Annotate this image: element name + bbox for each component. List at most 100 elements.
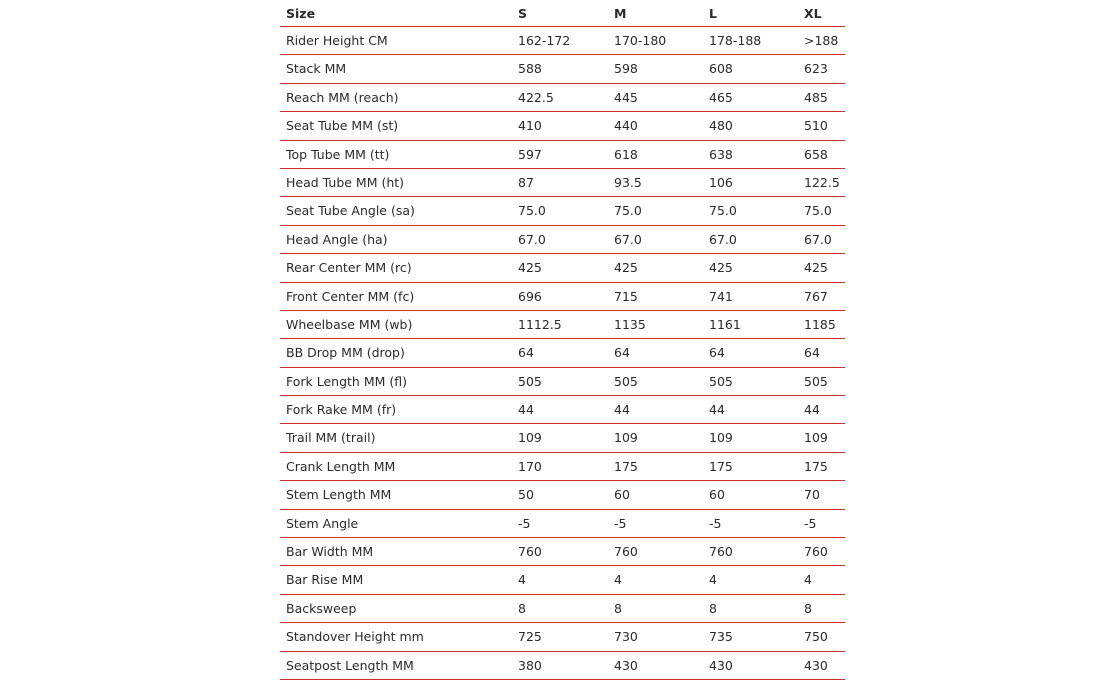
- table-cell: 430: [614, 657, 638, 673]
- table-cell: 715: [614, 288, 638, 304]
- table-row: Rear Center MM (rc) 425 425 425 425: [280, 254, 845, 283]
- table-row: Stem Angle -5 -5 -5 -5: [280, 510, 845, 539]
- table-cell: 1112.5: [518, 316, 562, 332]
- header-cell: XL: [804, 6, 822, 21]
- table-cell-label: Rear Center MM (rc): [286, 260, 412, 276]
- table-cell: 109: [614, 430, 638, 446]
- table-cell-label: Fork Length MM (fl): [286, 373, 408, 389]
- table-cell-label: Backsweep: [286, 600, 357, 616]
- table-cell: 170-180: [614, 33, 667, 48]
- table-cell: 109: [804, 430, 828, 446]
- table-row: Bar Width MM 760 760 760 760: [280, 538, 845, 567]
- table-cell: 64: [614, 345, 630, 361]
- table-row: Wheelbase MM (wb) 1112.5 1135 1161 1185: [280, 311, 845, 340]
- table-cell: 1185: [804, 316, 836, 332]
- table-cell: 50: [518, 487, 534, 503]
- table-cell: 8: [614, 600, 622, 616]
- table-cell: 760: [518, 544, 542, 560]
- table-cell-label: Fork Rake MM (fr): [286, 402, 397, 418]
- table-cell: 767: [804, 288, 828, 304]
- table-cell: 608: [709, 61, 733, 77]
- table-row: Reach MM (reach) 422.5 445 465 485: [280, 84, 845, 113]
- table-cell: 175: [709, 458, 733, 474]
- table-cell: -5: [709, 515, 722, 531]
- table-cell-label: Crank Length MM: [286, 458, 396, 474]
- table-row: Top Tube MM (tt) 597 618 638 658: [280, 141, 845, 169]
- table-cell: 485: [804, 89, 828, 105]
- table-cell: 425: [709, 260, 733, 276]
- table-row: Standover Height mm 725 730 735 750: [280, 623, 845, 652]
- table-cell: 162-172: [518, 33, 571, 48]
- table-cell: 380: [518, 657, 542, 673]
- table-cell: 64: [709, 345, 725, 361]
- table-cell-label: Seatpost Length MM: [286, 657, 414, 673]
- table-cell: 425: [804, 260, 828, 276]
- table-row: Backsweep 8 8 8 8: [280, 595, 845, 624]
- table-cell-label: Bar Width MM: [286, 544, 374, 560]
- table-cell-label: Standover Height mm: [286, 629, 424, 645]
- table-cell: 75.0: [614, 203, 642, 219]
- table-cell: 750: [804, 629, 828, 645]
- table-cell: 730: [614, 629, 638, 645]
- table-row: Head Tube MM (ht) 87 93.5 106 122.5: [280, 169, 845, 198]
- table-cell: 60: [709, 487, 725, 503]
- table-cell: 175: [804, 458, 828, 474]
- header-row: Size S M L XL: [280, 0, 845, 27]
- table-cell: 4: [518, 572, 526, 588]
- header-cell: L: [709, 6, 717, 21]
- table-cell: 430: [709, 657, 733, 673]
- table-cell: 696: [518, 288, 542, 304]
- table-cell: 430: [804, 657, 828, 673]
- table-row: Seat Tube Angle (sa) 75.0 75.0 75.0 75.0: [280, 197, 845, 226]
- table-cell: 67.0: [518, 231, 546, 247]
- table-cell: 505: [614, 373, 638, 389]
- table-cell: 623: [804, 61, 828, 77]
- table-cell: 122.5: [804, 174, 840, 190]
- table-cell-label: Rider Height CM: [286, 33, 388, 48]
- table-cell: 44: [709, 402, 725, 418]
- table-cell: 760: [709, 544, 733, 560]
- table-cell: 638: [709, 146, 733, 162]
- table-cell: 75.0: [804, 203, 832, 219]
- table-row: Seatpost Length MM 380 430 430 430: [280, 652, 845, 680]
- table-cell: -5: [804, 515, 817, 531]
- table-cell: 445: [614, 89, 638, 105]
- table-cell: 480: [709, 118, 733, 134]
- table-row: BB Drop MM (drop) 64 64 64 64: [280, 339, 845, 368]
- table-cell-label: Head Tube MM (ht): [286, 174, 405, 190]
- table-cell: 70: [804, 487, 820, 503]
- table-cell: >188: [804, 33, 839, 48]
- table-cell-label: Front Center MM (fc): [286, 288, 415, 304]
- table-cell: 8: [804, 600, 812, 616]
- table-row: Fork Length MM (fl) 505 505 505 505: [280, 368, 845, 397]
- table-cell: 618: [614, 146, 638, 162]
- table-cell: 87: [518, 174, 534, 190]
- table-cell: 93.5: [614, 174, 642, 190]
- table-row: Head Angle (ha) 67.0 67.0 67.0 67.0: [280, 226, 845, 255]
- table-row: Stem Length MM 50 60 60 70: [280, 481, 845, 510]
- table-cell: 505: [804, 373, 828, 389]
- table-row: Bar Rise MM 4 4 4 4: [280, 566, 845, 595]
- table-cell: 175: [614, 458, 638, 474]
- table-cell: 8: [709, 600, 717, 616]
- table-row: Rider Height CM 162-172 170-180 178-188 >188: [280, 27, 845, 56]
- table-cell: 109: [518, 430, 542, 446]
- table-cell: 75.0: [518, 203, 546, 219]
- table-cell-label: Head Angle (ha): [286, 231, 388, 247]
- table-cell: 170: [518, 458, 542, 474]
- table-cell: 109: [709, 430, 733, 446]
- table-cell: 741: [709, 288, 733, 304]
- table-cell: 64: [518, 345, 534, 361]
- header-cell: S: [518, 6, 528, 21]
- table-cell: 60: [614, 487, 630, 503]
- table-row: Seat Tube MM (st) 410 440 480 510: [280, 112, 845, 141]
- table-cell: 588: [518, 61, 542, 77]
- table-cell: 67.0: [614, 231, 642, 247]
- table-cell-label: Stem Length MM: [286, 487, 392, 503]
- table-cell: -5: [518, 515, 531, 531]
- table-cell: 4: [614, 572, 622, 588]
- table-cell: 510: [804, 118, 828, 134]
- geometry-table: Size S M L XL Rider Height CM 162-172 170-180 17…: [280, 0, 845, 680]
- header-cell: M: [614, 6, 627, 21]
- table-cell: 75.0: [709, 203, 737, 219]
